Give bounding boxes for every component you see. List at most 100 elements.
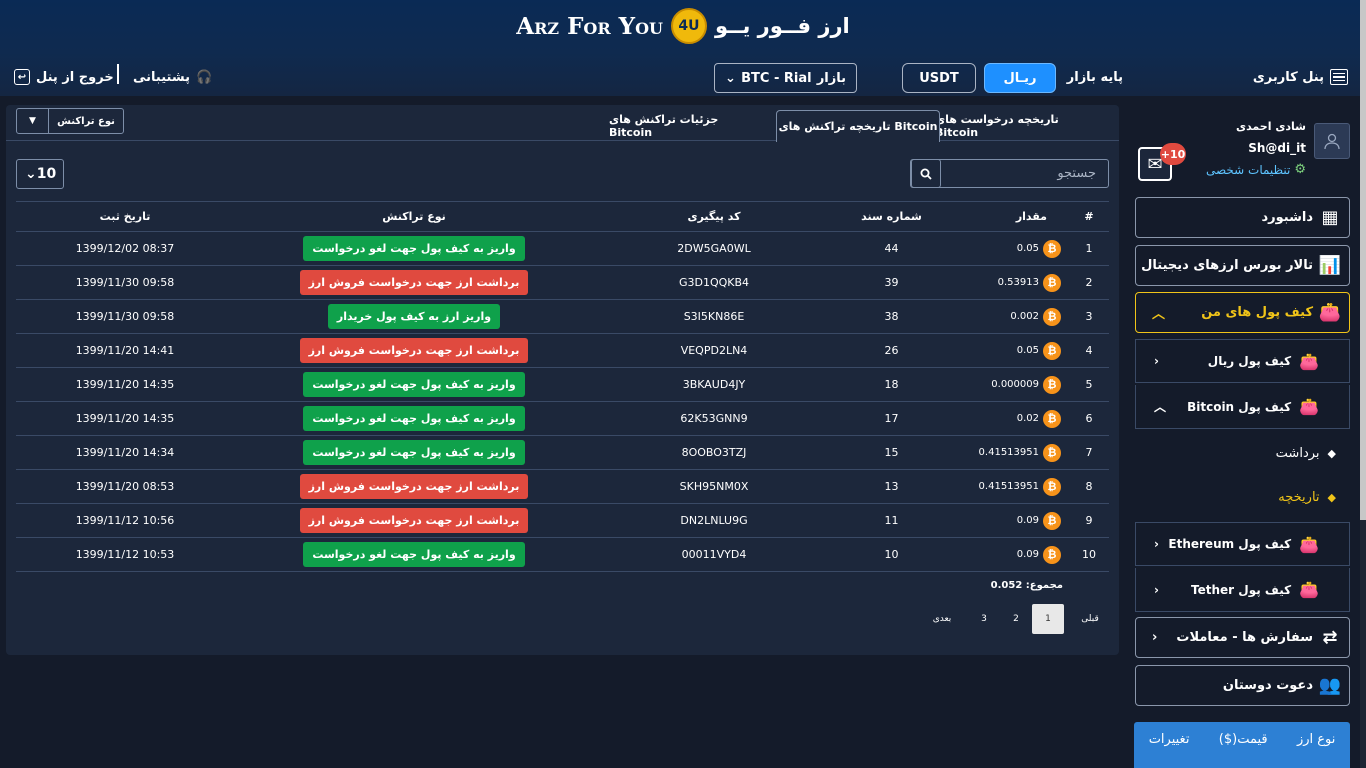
page-scrollbar[interactable] xyxy=(1360,0,1366,768)
row-num: 8 xyxy=(1069,469,1109,504)
menu-invite[interactable]: 👥 دعوت دوستان xyxy=(1135,665,1350,706)
transaction-type-badge: واریز به کیف پول جهت لغو درخواست xyxy=(303,236,525,261)
submenu-bitcoin-wallet-label: کیف پول Bitcoin xyxy=(1187,399,1292,414)
bitcoin-icon: ₿ xyxy=(1043,307,1061,326)
personal-settings-link[interactable]: تنظیمات شخصی ⚙ xyxy=(1206,162,1306,177)
menu-my-wallets[interactable]: 👛 کیف پول های من ︿ xyxy=(1135,292,1350,333)
submenu-rial-wallet[interactable]: 👛 کیف پول ریال ‹ xyxy=(1135,339,1350,383)
rial-base-button[interactable]: ریـال xyxy=(984,63,1056,93)
row-doc: 15 xyxy=(834,435,949,470)
row-amount-value: 0.53913 xyxy=(997,277,1039,288)
row-num: 10 xyxy=(1069,537,1109,572)
menu-dashboard[interactable]: ▦ داشبورد xyxy=(1135,197,1350,238)
transaction-type-badge: واریز به کیف پول جهت لغو درخواست xyxy=(303,406,525,431)
pager-page-1[interactable]: 1 xyxy=(1032,604,1064,634)
row-type: واریز به کیف پول جهت لغو درخواست xyxy=(234,401,594,436)
price-col-price: قیمت($) xyxy=(1218,732,1268,747)
chevron-up-icon: ︿ xyxy=(1154,400,1167,414)
chevron-down-icon: ⌄ xyxy=(25,166,37,182)
submenu-ethereum-wallet-label: کیف پول Ethereum xyxy=(1168,537,1292,551)
brand[interactable]: Arz For You 4U ارز فــور یــو xyxy=(0,8,1366,44)
tab-transaction-details[interactable]: جزئیات تراکنش های Bitcoin xyxy=(609,112,719,139)
exit-icon: ↩ xyxy=(14,69,30,85)
personal-settings-label: تنظیمات شخصی xyxy=(1206,162,1291,177)
submenu-ethereum-wallet[interactable]: 👛 کیف پول Ethereum ‹ xyxy=(1135,522,1350,566)
col-amount[interactable]: مقدار xyxy=(949,201,1069,232)
row-code: G3D1QQKB4 xyxy=(594,265,834,300)
wallet-icon: 👛 xyxy=(1299,351,1319,371)
bitcoin-icon: ₿ xyxy=(1043,511,1061,530)
row-type: برداشت ارز جهت درخواست فروش ارز xyxy=(234,469,594,504)
pager-prev[interactable]: قبلی xyxy=(1081,614,1099,624)
row-date: 1399/11/30 09:58 xyxy=(16,265,234,300)
nav-divider xyxy=(117,64,119,84)
base-market-label: پایه بازار xyxy=(1066,69,1123,85)
row-amount: ₿ 0.41513951 xyxy=(949,469,1069,504)
pagination: قبلی 1 2 3 بعدی xyxy=(926,604,1106,634)
search-input[interactable]: جستجو xyxy=(911,159,1109,188)
user-name: شادی احمدی xyxy=(1235,120,1306,133)
tab-request-history[interactable]: تاریخچه درخواست های Bitcoin xyxy=(935,112,1059,139)
submenu-withdraw[interactable]: ◆ برداشت xyxy=(1135,431,1350,475)
row-num: 4 xyxy=(1069,333,1109,368)
price-table-header: نوع ارز قیمت($) تغییرات xyxy=(1134,722,1350,768)
submenu-tether-wallet[interactable]: 👛 کیف پول Tether ‹ xyxy=(1135,568,1350,612)
usdt-base-button[interactable]: USDT xyxy=(902,63,976,93)
per-page-select[interactable]: ⌄ 10 xyxy=(16,159,64,189)
col-num[interactable]: # xyxy=(1069,201,1109,232)
menu-orders[interactable]: ⇄ سفارش ها - معاملات ‹ xyxy=(1135,617,1350,658)
gear-icon: ⚙ xyxy=(1294,162,1306,177)
row-doc: 11 xyxy=(834,503,949,538)
messages-badge: +10 xyxy=(1160,143,1186,165)
tab-transaction-history[interactable]: تاریخچه تراکنش های Bitcoin xyxy=(776,110,940,142)
col-code[interactable]: کد پیگیری xyxy=(594,201,834,232)
table-row: 6 ₿ 0.02 17 62K53GNN9 واریز به کیف پول جهت لغ… xyxy=(16,401,1109,436)
row-code: 62K53GNN9 xyxy=(594,401,834,436)
search-button[interactable] xyxy=(910,159,941,188)
submenu-rial-wallet-label: کیف پول ریال xyxy=(1207,354,1292,368)
row-type: واریز به کیف پول جهت لغو درخواست xyxy=(234,537,594,572)
envelope-icon: ✉ xyxy=(1147,153,1163,175)
col-doc[interactable]: شماره سند xyxy=(834,201,949,232)
user-panel-menu[interactable]: پنل کاربری xyxy=(1253,62,1348,92)
chart-bars-icon: 📊 xyxy=(1318,255,1341,276)
pager-next[interactable]: بعدی xyxy=(932,614,952,624)
support-link[interactable]: پشتیبانی 🎧 xyxy=(133,62,212,92)
avatar[interactable] xyxy=(1314,123,1350,159)
row-type: برداشت ارز جهت درخواست فروش ارز xyxy=(234,265,594,300)
wallet-icon: 👛 xyxy=(1299,397,1319,416)
menu-exchange[interactable]: 📊 تالار بورس ارزهای دیجیتال xyxy=(1135,245,1350,286)
submenu-tether-wallet-label: کیف پول Tether xyxy=(1191,582,1292,597)
tab-bar: تاریخچه درخواست های Bitcoin تاریخچه تراک… xyxy=(6,105,1119,142)
transaction-type-badge: واریز به کیف پول جهت لغو درخواست xyxy=(303,372,525,397)
scrollbar-thumb[interactable] xyxy=(1360,0,1366,520)
transaction-type-badge: واریز ارز به کیف پول خریدار xyxy=(327,304,501,329)
hamburger-icon[interactable] xyxy=(1330,69,1348,85)
transaction-type-badge: برداشت ارز جهت درخواست فروش ارز xyxy=(299,474,529,499)
col-type[interactable]: نوع تراکنش xyxy=(234,201,594,232)
menu-invite-label: دعوت دوستان xyxy=(1222,678,1313,693)
row-num: 1 xyxy=(1069,231,1109,266)
profile-card: شادی احمدی Sh@di_it تنظیمات شخصی ⚙ ✉ +10 xyxy=(1128,105,1358,190)
submenu-history[interactable]: ◆ تاریخچه xyxy=(1135,475,1350,519)
transaction-type-filter[interactable]: ▼ نوع تراکنش xyxy=(16,108,124,134)
row-amount: ₿ 0.02 xyxy=(949,401,1069,436)
brand-name-fa: ارز فــور یــو xyxy=(714,14,850,38)
row-date: 1399/11/20 08:53 xyxy=(16,469,234,504)
exit-panel-button[interactable]: ↩ خروج از پنل xyxy=(14,62,114,92)
row-date: 1399/11/12 10:53 xyxy=(16,537,234,572)
row-type: برداشت ارز جهت درخواست فروش ارز xyxy=(234,503,594,538)
pager-page-2[interactable]: 2 xyxy=(1013,614,1019,624)
chevron-up-icon: ︿ xyxy=(1152,307,1166,322)
transaction-type-badge: برداشت ارز جهت درخواست فروش ارز xyxy=(299,270,529,295)
col-date[interactable]: تاریخ ثبت xyxy=(16,201,234,232)
row-type: واریز به کیف پول جهت لغو درخواست xyxy=(234,367,594,402)
row-date: 1399/11/20 14:41 xyxy=(16,333,234,368)
transaction-type-badge: واریز به کیف پول جهت لغو درخواست xyxy=(303,440,525,465)
row-doc: 39 xyxy=(834,265,949,300)
market-select[interactable]: ⌄ BTC - Rial بازار xyxy=(714,63,857,93)
pager-page-3[interactable]: 3 xyxy=(981,614,987,624)
brand-name-en: Arz For You xyxy=(516,12,663,40)
submenu-bitcoin-wallet[interactable]: 👛 کیف پول Bitcoin ︿ xyxy=(1135,385,1350,429)
row-amount-value: 0.05 xyxy=(1016,345,1039,356)
